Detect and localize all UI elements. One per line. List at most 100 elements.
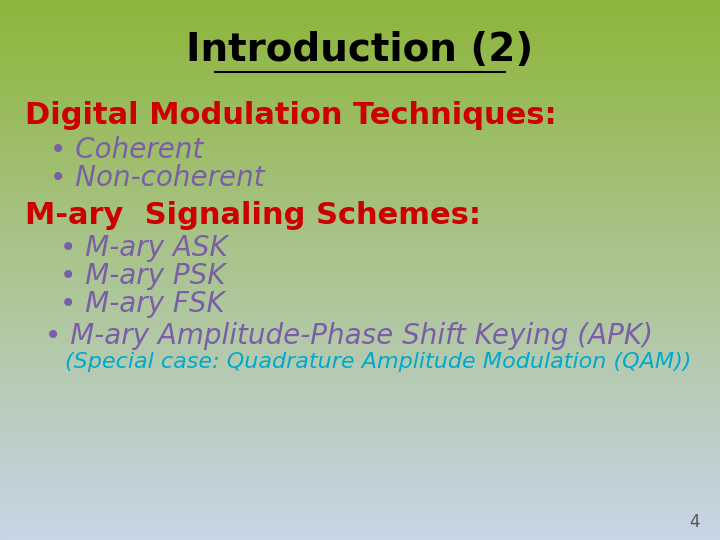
Bar	[0, 285, 720, 286]
Bar	[0, 272, 720, 274]
Bar	[0, 533, 720, 535]
Bar	[0, 12, 720, 15]
Bar	[0, 265, 720, 266]
Bar	[0, 344, 720, 346]
Bar	[0, 177, 720, 178]
Bar	[0, 15, 720, 16]
Bar	[0, 25, 720, 27]
Bar	[0, 252, 720, 254]
Bar	[0, 85, 720, 86]
Bar	[0, 355, 720, 356]
Bar	[0, 522, 720, 524]
Bar	[0, 135, 720, 137]
Bar	[0, 320, 720, 322]
Bar	[0, 167, 720, 169]
Bar	[0, 427, 720, 428]
Bar	[0, 441, 720, 443]
Bar	[0, 385, 720, 387]
Bar	[0, 38, 720, 39]
Bar	[0, 126, 720, 128]
Bar	[0, 248, 720, 250]
Bar	[0, 4, 720, 5]
Bar	[0, 209, 720, 211]
Bar	[0, 358, 720, 360]
Bar	[0, 153, 720, 155]
Bar	[0, 477, 720, 479]
Bar	[0, 151, 720, 153]
Bar	[0, 20, 720, 22]
Bar	[0, 518, 720, 520]
Bar	[0, 329, 720, 331]
Bar	[0, 339, 720, 340]
Bar	[0, 443, 720, 444]
Bar	[0, 63, 720, 65]
Bar	[0, 520, 720, 522]
Bar	[0, 128, 720, 130]
Bar	[0, 299, 720, 301]
Bar	[0, 255, 720, 258]
Bar	[0, 69, 720, 70]
Bar	[0, 104, 720, 106]
Bar	[0, 238, 720, 239]
Bar	[0, 117, 720, 119]
Bar	[0, 356, 720, 358]
Bar	[0, 290, 720, 292]
Bar	[0, 76, 720, 77]
Bar	[0, 457, 720, 459]
Bar	[0, 322, 720, 324]
Bar	[0, 115, 720, 117]
Bar	[0, 101, 720, 103]
Bar	[0, 474, 720, 475]
Bar	[0, 362, 720, 363]
Bar	[0, 497, 720, 498]
Bar	[0, 351, 720, 353]
Bar	[0, 387, 720, 389]
Bar	[0, 506, 720, 508]
Bar	[0, 313, 720, 315]
Bar	[0, 5, 720, 7]
Bar	[0, 250, 720, 252]
Bar	[0, 97, 720, 99]
Bar	[0, 103, 720, 104]
Bar	[0, 65, 720, 66]
Bar	[0, 302, 720, 304]
Bar	[0, 221, 720, 223]
Bar	[0, 66, 720, 69]
Bar	[0, 308, 720, 309]
Bar	[0, 241, 720, 243]
Bar	[0, 59, 720, 61]
Bar	[0, 34, 720, 36]
Bar	[0, 88, 720, 90]
Bar	[0, 423, 720, 425]
Bar	[0, 86, 720, 88]
Bar	[0, 515, 720, 517]
Bar	[0, 536, 720, 538]
Bar	[0, 239, 720, 241]
Bar	[0, 484, 720, 486]
Bar	[0, 437, 720, 439]
Bar	[0, 162, 720, 164]
Bar	[0, 108, 720, 110]
Bar	[0, 187, 720, 189]
Bar	[0, 52, 720, 54]
Bar	[0, 166, 720, 167]
Bar	[0, 228, 720, 231]
Bar	[0, 198, 720, 200]
Bar	[0, 130, 720, 131]
Bar	[0, 369, 720, 371]
Bar	[0, 157, 720, 158]
Bar	[0, 189, 720, 191]
Bar	[0, 407, 720, 409]
Bar	[0, 124, 720, 126]
Bar	[0, 137, 720, 139]
Bar	[0, 223, 720, 225]
Bar	[0, 396, 720, 398]
Bar	[0, 212, 720, 214]
Bar	[0, 99, 720, 101]
Bar	[0, 133, 720, 135]
Bar	[0, 347, 720, 349]
Bar	[0, 452, 720, 454]
Bar	[0, 486, 720, 488]
Bar	[0, 200, 720, 201]
Bar	[0, 92, 720, 93]
